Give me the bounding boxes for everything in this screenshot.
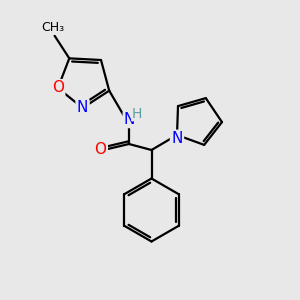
Text: H: H <box>131 107 142 121</box>
Text: N: N <box>77 100 88 116</box>
Text: N: N <box>171 131 183 146</box>
Text: O: O <box>52 80 64 95</box>
Text: O: O <box>94 142 106 158</box>
Text: N: N <box>123 112 135 128</box>
Text: CH₃: CH₃ <box>41 21 65 34</box>
